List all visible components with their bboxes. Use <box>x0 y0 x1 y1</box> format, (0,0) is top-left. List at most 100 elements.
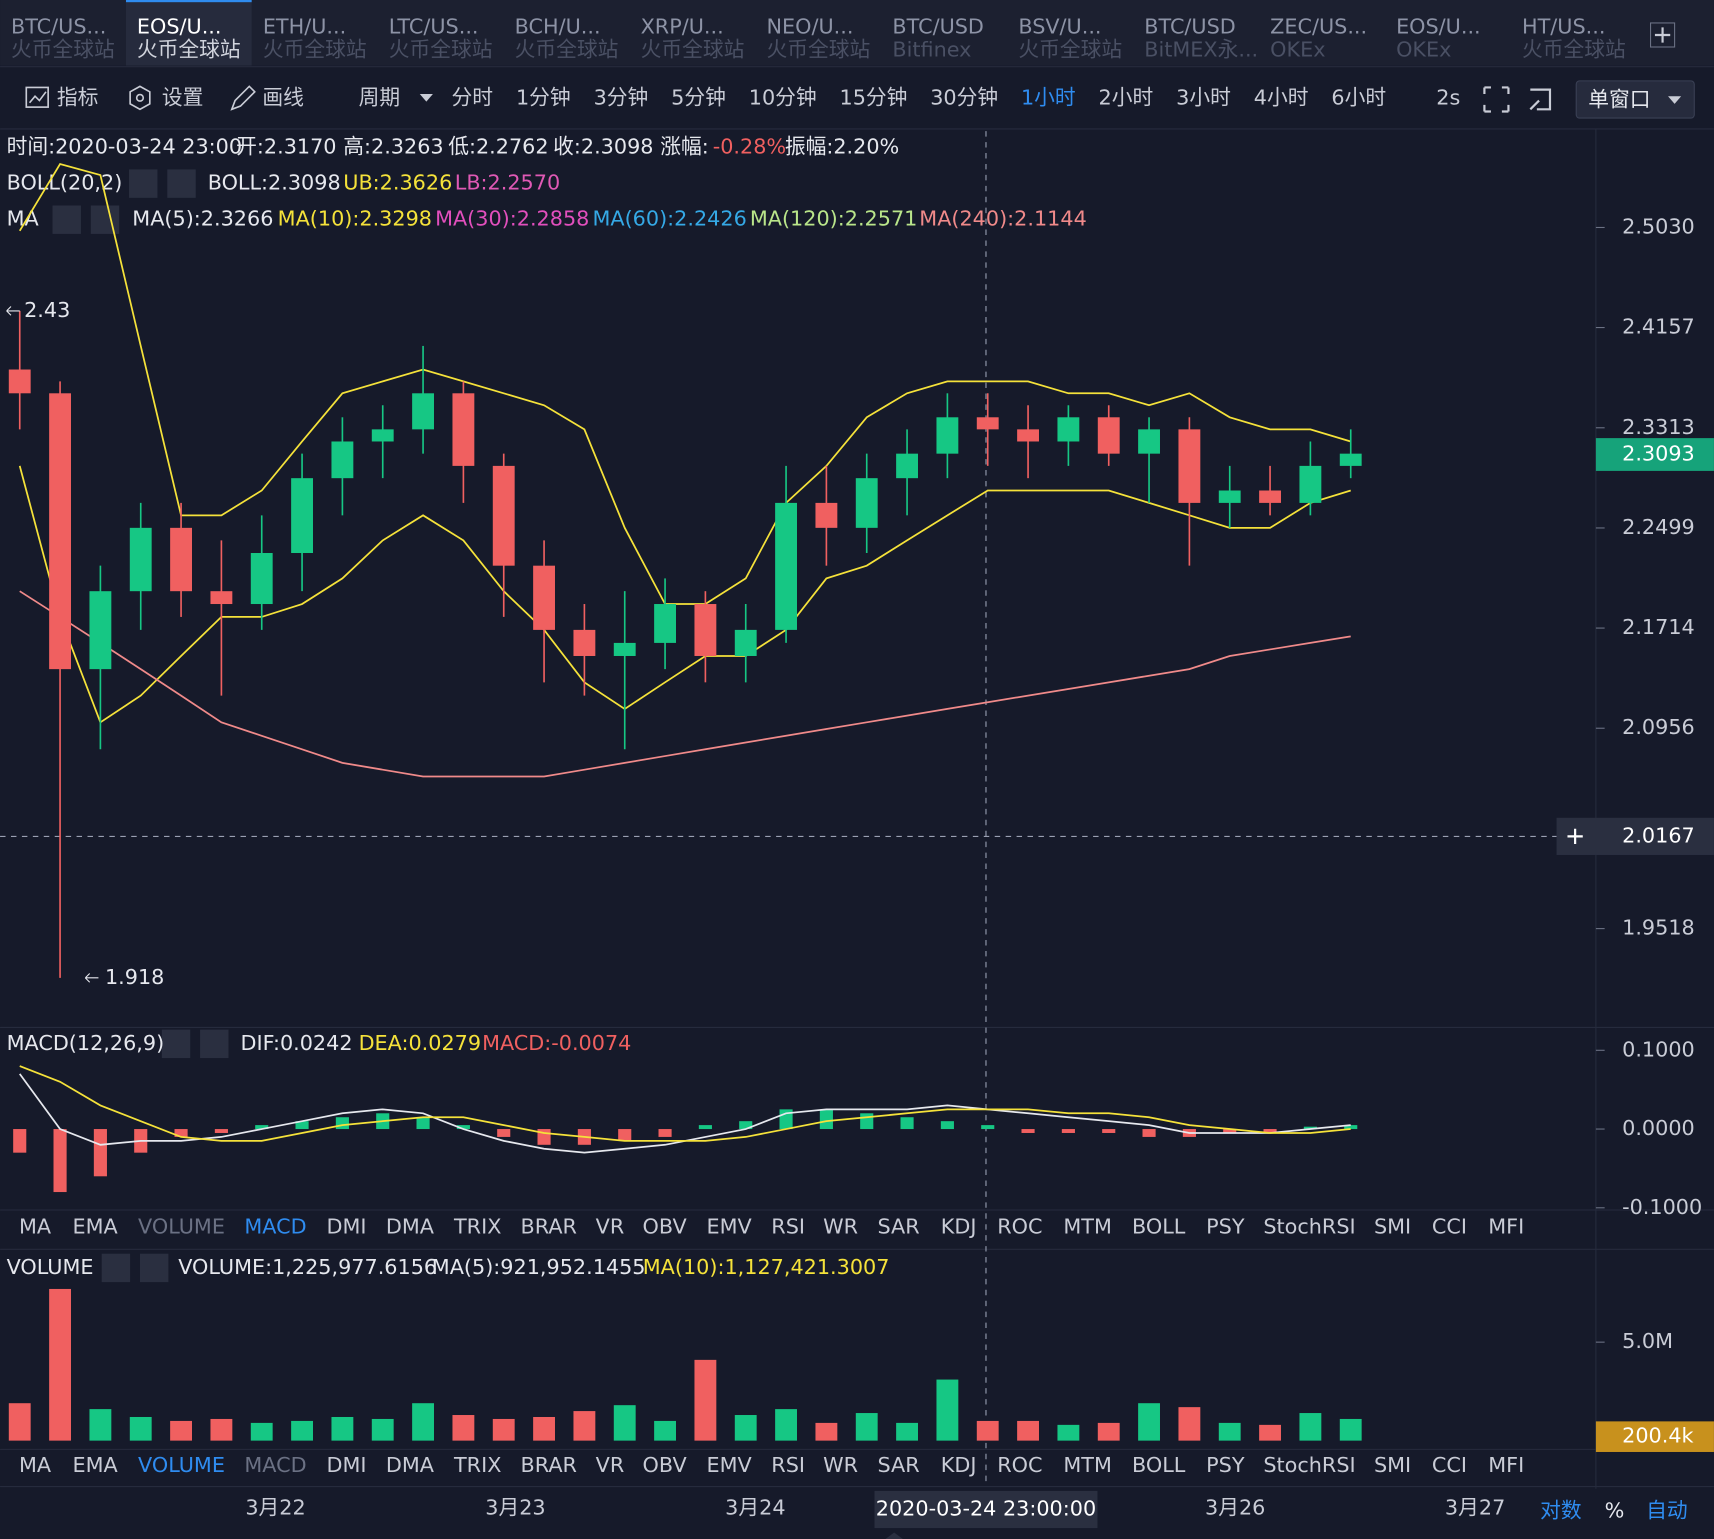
tab-pair[interactable]: EOS/U... <box>1396 14 1481 38</box>
tab-exchange[interactable]: 火币全球站 <box>1018 37 1122 61</box>
indicator-tab[interactable]: RSI <box>771 1453 805 1477</box>
icon-box[interactable] <box>139 1253 169 1283</box>
period[interactable]: 6小时 <box>1331 85 1386 109</box>
indicator-tab[interactable]: VOLUME <box>138 1214 225 1238</box>
tab-exchange[interactable]: 火币全球站 <box>766 37 870 61</box>
indicator-tab[interactable]: VR <box>596 1214 625 1238</box>
tab-exchange[interactable]: Bitfinex <box>892 37 971 61</box>
tab-exchange[interactable]: OKEx <box>1270 37 1325 61</box>
tool[interactable]: 画线 <box>262 85 304 109</box>
period[interactable]: 2小时 <box>1099 85 1154 109</box>
indicator-tab[interactable]: OBV <box>643 1453 688 1477</box>
tab-exchange[interactable]: 火币全球站 <box>389 37 493 61</box>
indicator-tab[interactable]: MFI <box>1488 1453 1524 1477</box>
indicator-tab[interactable]: WR <box>823 1453 858 1477</box>
axis-option[interactable]: 自动 <box>1646 1499 1688 1523</box>
tab-exchange[interactable]: BitMEX永... <box>1144 37 1258 61</box>
period[interactable]: 3小时 <box>1176 85 1231 109</box>
tab-pair[interactable]: HT/US... <box>1522 14 1605 38</box>
tab-pair[interactable]: EOS/U... <box>137 14 222 38</box>
tool[interactable]: 设置 <box>162 85 204 109</box>
indicator-tab[interactable]: StochRSI <box>1263 1214 1355 1238</box>
tab-pair[interactable]: BTC/US... <box>11 14 106 38</box>
refresh[interactable]: 2s <box>1436 85 1460 109</box>
popout-icon[interactable] <box>1529 88 1552 111</box>
indicator-tab[interactable]: TRIX <box>453 1214 501 1238</box>
indicator-tab[interactable]: StochRSI <box>1263 1453 1355 1477</box>
period[interactable]: 分时 <box>451 85 493 109</box>
indicator-tab[interactable]: BRAR <box>521 1453 577 1477</box>
tool[interactable]: 指标 <box>57 85 99 109</box>
indicator-tab[interactable]: SAR <box>877 1214 919 1238</box>
indicator-tab[interactable]: MACD <box>244 1214 306 1238</box>
indicator-tab[interactable]: SMI <box>1374 1453 1411 1477</box>
icon-box[interactable] <box>52 205 81 234</box>
period[interactable]: 4小时 <box>1254 85 1309 109</box>
axis-option[interactable]: % <box>1605 1499 1625 1523</box>
icon-box[interactable] <box>129 169 158 198</box>
window-mode[interactable]: 单窗口 <box>1588 88 1650 112</box>
indicator-tab[interactable]: VOLUME <box>138 1453 225 1477</box>
indicator-tab[interactable]: DMI <box>327 1453 367 1477</box>
indicator-tab[interactable]: MA <box>19 1453 52 1477</box>
indicator-tab[interactable]: DMA <box>386 1453 435 1477</box>
add-tab[interactable] <box>1650 22 1676 48</box>
icon-box[interactable] <box>167 169 196 198</box>
tab-exchange[interactable]: OKEx <box>1396 37 1451 61</box>
icon-box[interactable] <box>101 1253 131 1283</box>
indicator-tab[interactable]: PSY <box>1206 1453 1245 1477</box>
period[interactable]: 1分钟 <box>516 85 571 109</box>
indicator-tab[interactable]: BRAR <box>521 1214 577 1238</box>
tab-pair[interactable]: ZEC/US... <box>1270 14 1367 38</box>
indicator-tab[interactable]: MFI <box>1488 1214 1524 1238</box>
indicator-tab[interactable]: EMA <box>73 1453 119 1477</box>
period[interactable]: 30分钟 <box>930 85 998 109</box>
period[interactable]: 3分钟 <box>594 85 649 109</box>
indicator-tab[interactable]: MA <box>19 1214 52 1238</box>
indicator-tab[interactable]: BOLL <box>1132 1453 1186 1477</box>
indicator-tab[interactable]: RSI <box>771 1214 805 1238</box>
tab-exchange[interactable]: 火币全球站 <box>1522 37 1626 61</box>
tab-exchange[interactable]: 火币全球站 <box>11 37 115 61</box>
indicator-tab[interactable]: EMV <box>707 1214 753 1238</box>
tab-pair[interactable]: NEO/U... <box>766 14 853 38</box>
period-label[interactable]: 周期 <box>359 85 401 109</box>
tab-pair[interactable]: BCH/U... <box>515 14 601 38</box>
indicator-tab[interactable]: BOLL <box>1132 1214 1186 1238</box>
period[interactable]: 10分钟 <box>749 85 817 109</box>
indicator-tab[interactable]: EMV <box>707 1453 753 1477</box>
tab-exchange[interactable]: 火币全球站 <box>515 37 619 61</box>
indicator-tab[interactable]: ROC <box>997 1453 1042 1477</box>
indicator-tab[interactable]: PSY <box>1206 1214 1245 1238</box>
tab-pair[interactable]: BTC/USD <box>1144 14 1236 38</box>
tab-pair[interactable]: BSV/U... <box>1018 14 1101 38</box>
icon-box[interactable] <box>90 205 120 234</box>
indicator-tab[interactable]: WR <box>823 1214 858 1238</box>
tab-pair[interactable]: BTC/USD <box>892 14 984 38</box>
indicator-tab[interactable]: DMI <box>327 1214 367 1238</box>
indicator-tab[interactable]: MACD <box>244 1453 306 1477</box>
indicator-tab[interactable]: MTM <box>1063 1214 1111 1238</box>
tab-pair[interactable]: XRP/U... <box>641 14 724 38</box>
indicator-tab[interactable]: CCI <box>1432 1214 1467 1238</box>
indicator-tab[interactable]: MTM <box>1063 1453 1111 1477</box>
tab-exchange[interactable]: 火币全球站 <box>263 37 367 61</box>
indicator-tab[interactable]: ROC <box>997 1214 1042 1238</box>
axis-option[interactable]: 对数 <box>1540 1499 1582 1523</box>
indicator-tab[interactable]: SMI <box>1374 1214 1411 1238</box>
tab-exchange[interactable]: 火币全球站 <box>641 37 745 61</box>
icon-box[interactable] <box>161 1029 191 1059</box>
indicator-tab[interactable]: EMA <box>73 1214 119 1238</box>
indicator-tab[interactable]: CCI <box>1432 1453 1467 1477</box>
tab-pair[interactable]: ETH/U... <box>263 14 346 38</box>
tab-exchange[interactable]: 火币全球站 <box>137 37 241 61</box>
icon-box[interactable] <box>200 1029 229 1059</box>
indicator-tab[interactable]: DMA <box>386 1214 435 1238</box>
indicator-tab[interactable]: VR <box>596 1453 625 1477</box>
period[interactable]: 5分钟 <box>671 85 726 109</box>
indicator-tab[interactable]: OBV <box>643 1214 688 1238</box>
fullscreen-icon[interactable] <box>1483 86 1510 113</box>
period[interactable]: 1小时 <box>1021 85 1076 109</box>
indicator-tab[interactable]: TRIX <box>453 1453 501 1477</box>
indicator-tab[interactable]: KDJ <box>941 1453 977 1477</box>
